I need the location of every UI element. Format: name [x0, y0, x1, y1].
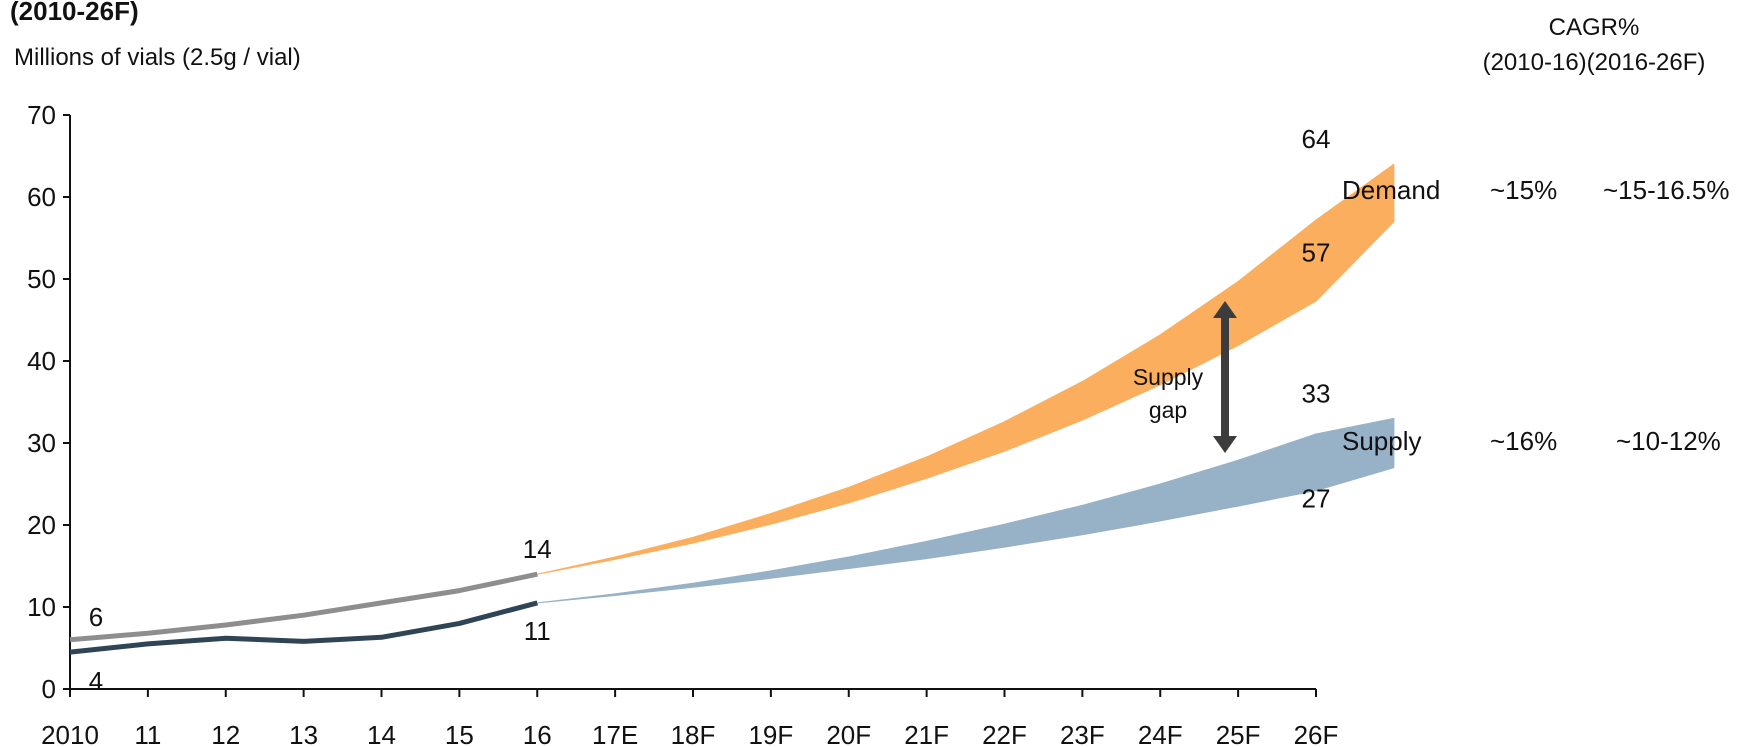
point-label: 11	[524, 616, 551, 646]
y-tick-label: 10	[27, 592, 56, 622]
demand-historical-line	[69, 571, 538, 643]
cagr-periods: (2010-16)(2016-26F)	[1483, 49, 1706, 76]
point-label: 6	[89, 602, 103, 632]
cagr-demand-name: Demand	[1342, 175, 1440, 205]
chart-title: (2010-26F)	[10, 0, 139, 26]
point-label: 57	[1302, 238, 1331, 268]
y-tick-label: 20	[27, 510, 56, 540]
y-axis: 0 10 20 30 40 50 60 70	[27, 100, 71, 704]
x-tick-label: 16	[523, 720, 552, 747]
cagr-header: CAGR%	[1549, 14, 1640, 41]
point-label: 33	[1302, 378, 1331, 408]
cagr-demand-hist: ~15%	[1490, 175, 1557, 205]
x-tick-label: 25F	[1216, 720, 1261, 747]
cagr-demand-fcst: ~15-16.5%	[1603, 175, 1729, 205]
x-tick-label: 13	[289, 720, 318, 747]
x-tick-label: 12	[211, 720, 240, 747]
x-tick-label: 14	[367, 720, 396, 747]
x-tick-label: 17E	[592, 720, 638, 747]
x-tick-label: 21F	[904, 720, 949, 747]
y-tick-label: 50	[27, 264, 56, 294]
y-tick-label: 60	[27, 182, 56, 212]
supply-gap-arrow-head-up	[1213, 301, 1237, 318]
supply-gap-annotation: Supply gap	[1133, 301, 1237, 453]
y-tick-label: 70	[27, 100, 56, 130]
x-tick-label: 20F	[826, 720, 871, 747]
cagr-supply-fcst: ~10-12%	[1616, 426, 1721, 456]
x-tick-label: 19F	[748, 720, 793, 747]
point-label: 4	[89, 666, 103, 696]
cagr-table: Demand ~15% ~15-16.5% Supply ~16% ~10-12…	[1342, 175, 1729, 456]
y-tick-label: 0	[42, 674, 56, 704]
y-tick-label: 40	[27, 346, 56, 376]
x-tick-label: 22F	[982, 720, 1027, 747]
cagr-supply-name: Supply	[1342, 426, 1422, 456]
point-label: 14	[523, 534, 552, 564]
x-axis: 2010 11 12 13 14 15 16 17E 18F 19F 20F 21F 22F 23F 24F…	[41, 688, 1339, 747]
x-tick-label: 23F	[1060, 720, 1105, 747]
x-tick-label: 18F	[671, 720, 716, 747]
x-tick-label: 15	[445, 720, 474, 747]
cagr-supply-hist: ~16%	[1490, 426, 1557, 456]
point-label: 27	[1302, 484, 1331, 514]
x-tick-label: 24F	[1138, 720, 1183, 747]
x-tick-label: 11	[134, 720, 161, 747]
supply-gap-label-line1: Supply	[1133, 364, 1204, 390]
point-label: 64	[1302, 124, 1331, 154]
y-axis-label: Millions of vials (2.5g / vial)	[14, 44, 301, 71]
supply-gap-label-line2: gap	[1149, 397, 1187, 423]
supply-gap-arrow-head-down	[1213, 436, 1237, 453]
x-tick-label: 2010	[41, 720, 99, 747]
demand-forecast-band	[536, 163, 1395, 575]
x-tick-label: 26F	[1294, 720, 1339, 747]
supply-forecast-band	[536, 417, 1395, 604]
supply-historical-line	[69, 600, 538, 655]
series-layer	[69, 163, 1395, 655]
y-tick-label: 30	[27, 428, 56, 458]
